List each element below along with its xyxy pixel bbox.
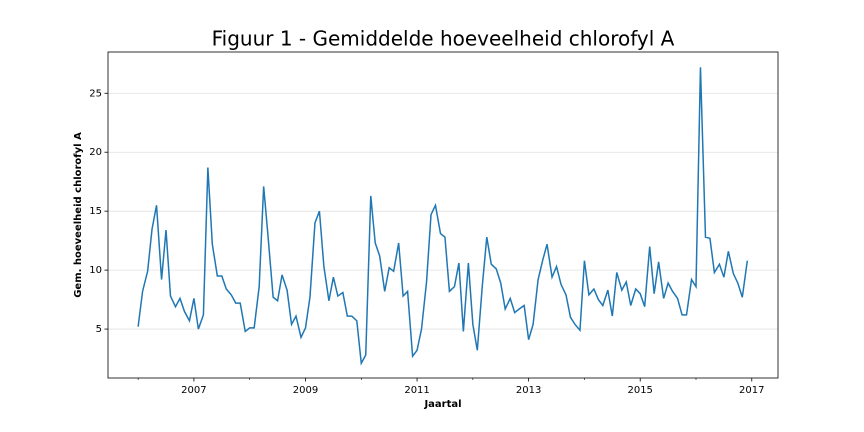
y-axis-label: Gem. hoeveelheid chlorofyl A <box>73 132 84 298</box>
x-tick-label: 2017 <box>739 385 764 396</box>
chart-title: Figuur 1 - Gemiddelde hoeveelheid chloro… <box>212 27 675 51</box>
y-tick-label: 25 <box>89 88 102 99</box>
y-tick-label: 5 <box>96 324 102 335</box>
data-line <box>137 67 749 366</box>
x-tick-label: 2007 <box>181 385 206 396</box>
x-tick-label: 2009 <box>293 385 318 396</box>
y-tick-label: 10 <box>89 265 102 276</box>
y-tick-label: 15 <box>89 206 102 217</box>
x-axis-label: Jaartal <box>423 399 461 410</box>
plot-frame <box>107 51 779 379</box>
x-tick-label: 2011 <box>404 385 429 396</box>
y-tick-label: 20 <box>89 147 102 158</box>
x-tick-label: 2015 <box>627 385 652 396</box>
x-tick-label: 2013 <box>516 385 541 396</box>
